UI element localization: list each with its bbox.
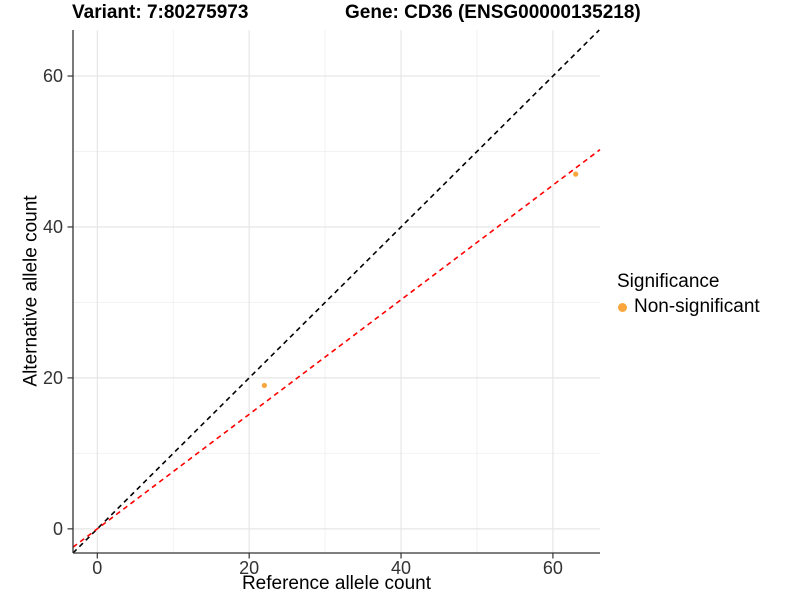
legend-item: Non-significant [617,296,760,318]
legend-items: Non-significant [617,296,760,318]
data-point [261,382,267,389]
x-tick-label: 0 [92,558,102,578]
identity-line [72,29,600,554]
legend: Significance Non-significant [617,271,760,318]
legend-item-label: Non-significant [634,296,760,317]
y-tick-label: 0 [53,519,63,539]
fit-line [72,149,601,548]
x-axis-title: Reference allele count [241,573,432,594]
y-tick-label: 40 [43,217,63,237]
legend-title: Significance [617,271,720,292]
plot-title-variant: Variant: 7:80275973 [72,2,249,23]
x-tick-label: 20 [239,558,259,578]
y-tick-label: 20 [43,368,63,388]
y-axis-title: Alternative allele count [20,195,42,387]
x-tick-label: 60 [543,558,563,578]
y-tick-label: 60 [43,66,63,86]
plot-title-gene: Gene: CD36 (ENSG00000135218) [345,2,641,23]
data-point [573,171,579,177]
legend-key-dot-icon [618,302,627,312]
x-tick-label: 40 [391,558,411,578]
